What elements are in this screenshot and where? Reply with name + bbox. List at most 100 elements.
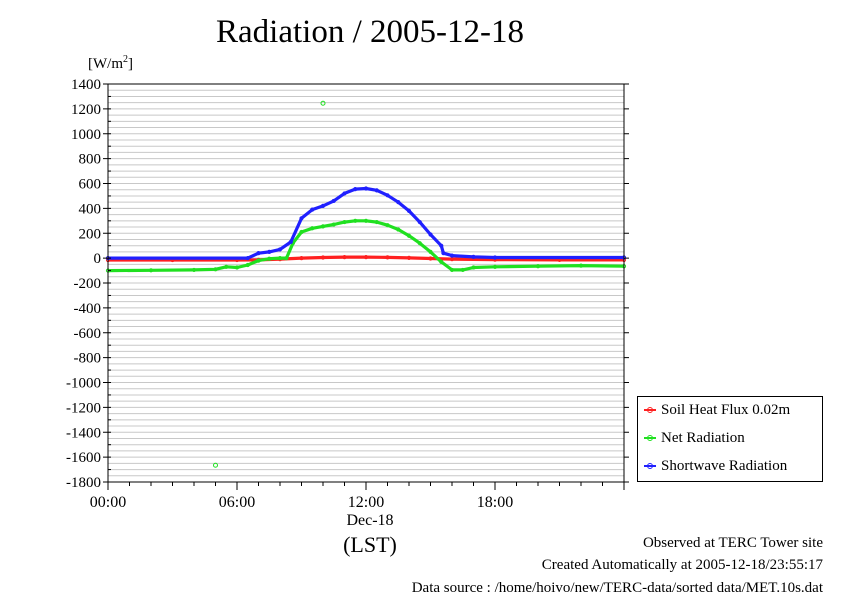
series-point-1: [428, 249, 433, 255]
y-tick-label: 0: [94, 251, 102, 267]
series-point-1: [439, 259, 444, 264]
series-point-2: [310, 207, 315, 212]
series-point-1: [277, 256, 283, 261]
series-point-2: [277, 247, 283, 252]
y-tick-label: -800: [74, 351, 102, 367]
series-point-1: [471, 265, 476, 270]
series-point-2: [299, 216, 304, 221]
legend-label-soil-heat-flux: Soil Heat Flux 0.02m: [661, 402, 791, 418]
series-point-1: [299, 229, 304, 235]
legend-swatch-shortwave-radiation: [644, 462, 656, 469]
series-point-2: [320, 203, 326, 208]
series-point-1: [331, 222, 336, 227]
series-point-1: [417, 241, 422, 246]
y-tick-label: 400: [79, 201, 102, 217]
series-point-1: [256, 258, 261, 263]
legend-item-net-radiation: Net Radiation: [644, 430, 745, 450]
series-point-0: [385, 255, 390, 260]
y-tick-label: 1200: [71, 102, 101, 118]
y-axis-ticks: 1400 1200 1000 800 600 400 200 0 -200 -400 -600 -80…: [66, 77, 629, 491]
series-point-0: [428, 256, 433, 261]
series-point-1: [578, 263, 584, 268]
series-point-1: [460, 267, 465, 273]
series-line-2: [108, 186, 624, 260]
chart-legend: Soil Heat Flux 0.02m Net Radiation Short…: [637, 396, 823, 482]
outlier-point-1: [320, 100, 326, 106]
series-point-2: [492, 255, 498, 260]
series-layer: [105, 186, 627, 273]
y-tick-label: 800: [79, 152, 102, 168]
outlier-point-1: [213, 462, 218, 468]
y-tick-label: -1200: [66, 400, 101, 416]
series-point-2: [441, 251, 446, 256]
legend-label-shortwave-radiation: Shortwave Radiation: [661, 458, 788, 474]
series-point-1: [535, 264, 541, 269]
series-point-1: [363, 218, 369, 223]
y-axis-unit: [W/m2]: [88, 54, 133, 72]
series-point-2: [439, 243, 444, 248]
series-point-1: [385, 223, 390, 228]
y-tick-label: 200: [79, 226, 102, 242]
legend-swatch-net-radiation: [644, 434, 656, 441]
x-tick-label: 00:00: [90, 494, 126, 511]
x-axis-date-label: Dec-18: [346, 512, 394, 529]
series-point-2: [471, 254, 476, 259]
series-point-1: [310, 226, 315, 231]
series-point-1: [492, 264, 498, 269]
y-tick-label: -1400: [66, 425, 101, 441]
series-point-1: [267, 256, 272, 261]
x-axis-ticks: 00:00 06:00 12:00 18:00: [90, 482, 625, 511]
series-point-2: [342, 191, 347, 196]
series-point-1: [342, 219, 347, 225]
footer-observed-site: Observed at TERC Tower site: [642, 535, 823, 551]
chart-title: Radiation / 2005-12-18: [216, 14, 524, 50]
series-point-2: [331, 198, 336, 204]
series-point-2: [245, 256, 250, 261]
series-point-2: [449, 253, 455, 258]
series-point-2: [374, 188, 379, 193]
series-point-1: [245, 262, 250, 268]
series-point-0: [299, 256, 304, 261]
series-point-2: [396, 200, 401, 205]
outlier-layer: [213, 100, 326, 468]
series-point-1: [191, 267, 197, 273]
y-tick-label: -400: [74, 301, 102, 317]
y-tick-label: -600: [74, 326, 102, 342]
series-point-0: [320, 255, 326, 260]
series-point-1: [234, 265, 240, 270]
series-point-0: [363, 255, 369, 260]
y-tick-label: 1000: [71, 127, 101, 143]
series-point-0: [406, 255, 412, 260]
legend-swatch-soil-heat-flux: [644, 406, 656, 413]
series-point-1: [449, 267, 455, 273]
x-tick-label: 18:00: [477, 494, 513, 511]
series-point-2: [428, 232, 433, 237]
series-point-2: [288, 239, 293, 245]
y-tick-label: -1800: [66, 475, 101, 491]
series-point-1: [224, 264, 229, 269]
y-tick-label: 1400: [71, 77, 101, 93]
series-point-1: [284, 256, 289, 261]
y-tick-label: -1000: [66, 376, 101, 392]
y-tick-label: -1600: [66, 450, 101, 466]
series-point-1: [213, 267, 218, 272]
legend-item-soil-heat-flux: Soil Heat Flux 0.02m: [644, 402, 790, 422]
series-point-1: [406, 233, 412, 238]
y-tick-label: 600: [79, 177, 102, 193]
series-point-1: [374, 219, 379, 225]
grid-lines: [108, 83, 624, 483]
series-point-0: [342, 255, 347, 260]
series-point-1: [396, 227, 401, 232]
series-point-2: [406, 208, 412, 213]
series-point-2: [256, 251, 261, 256]
y-tick-label: -200: [74, 276, 102, 292]
x-tick-label: 06:00: [219, 494, 255, 511]
x-axis-timezone-label: (LST): [343, 532, 397, 557]
series-point-2: [267, 249, 272, 255]
legend-item-shortwave-radiation: Shortwave Radiation: [644, 458, 787, 478]
footer-data-source: Data source : /home/hoivo/new/TERC-data/…: [411, 580, 823, 596]
series-point-1: [320, 224, 326, 229]
legend-label-net-radiation: Net Radiation: [661, 430, 745, 446]
series-point-1: [148, 268, 154, 273]
